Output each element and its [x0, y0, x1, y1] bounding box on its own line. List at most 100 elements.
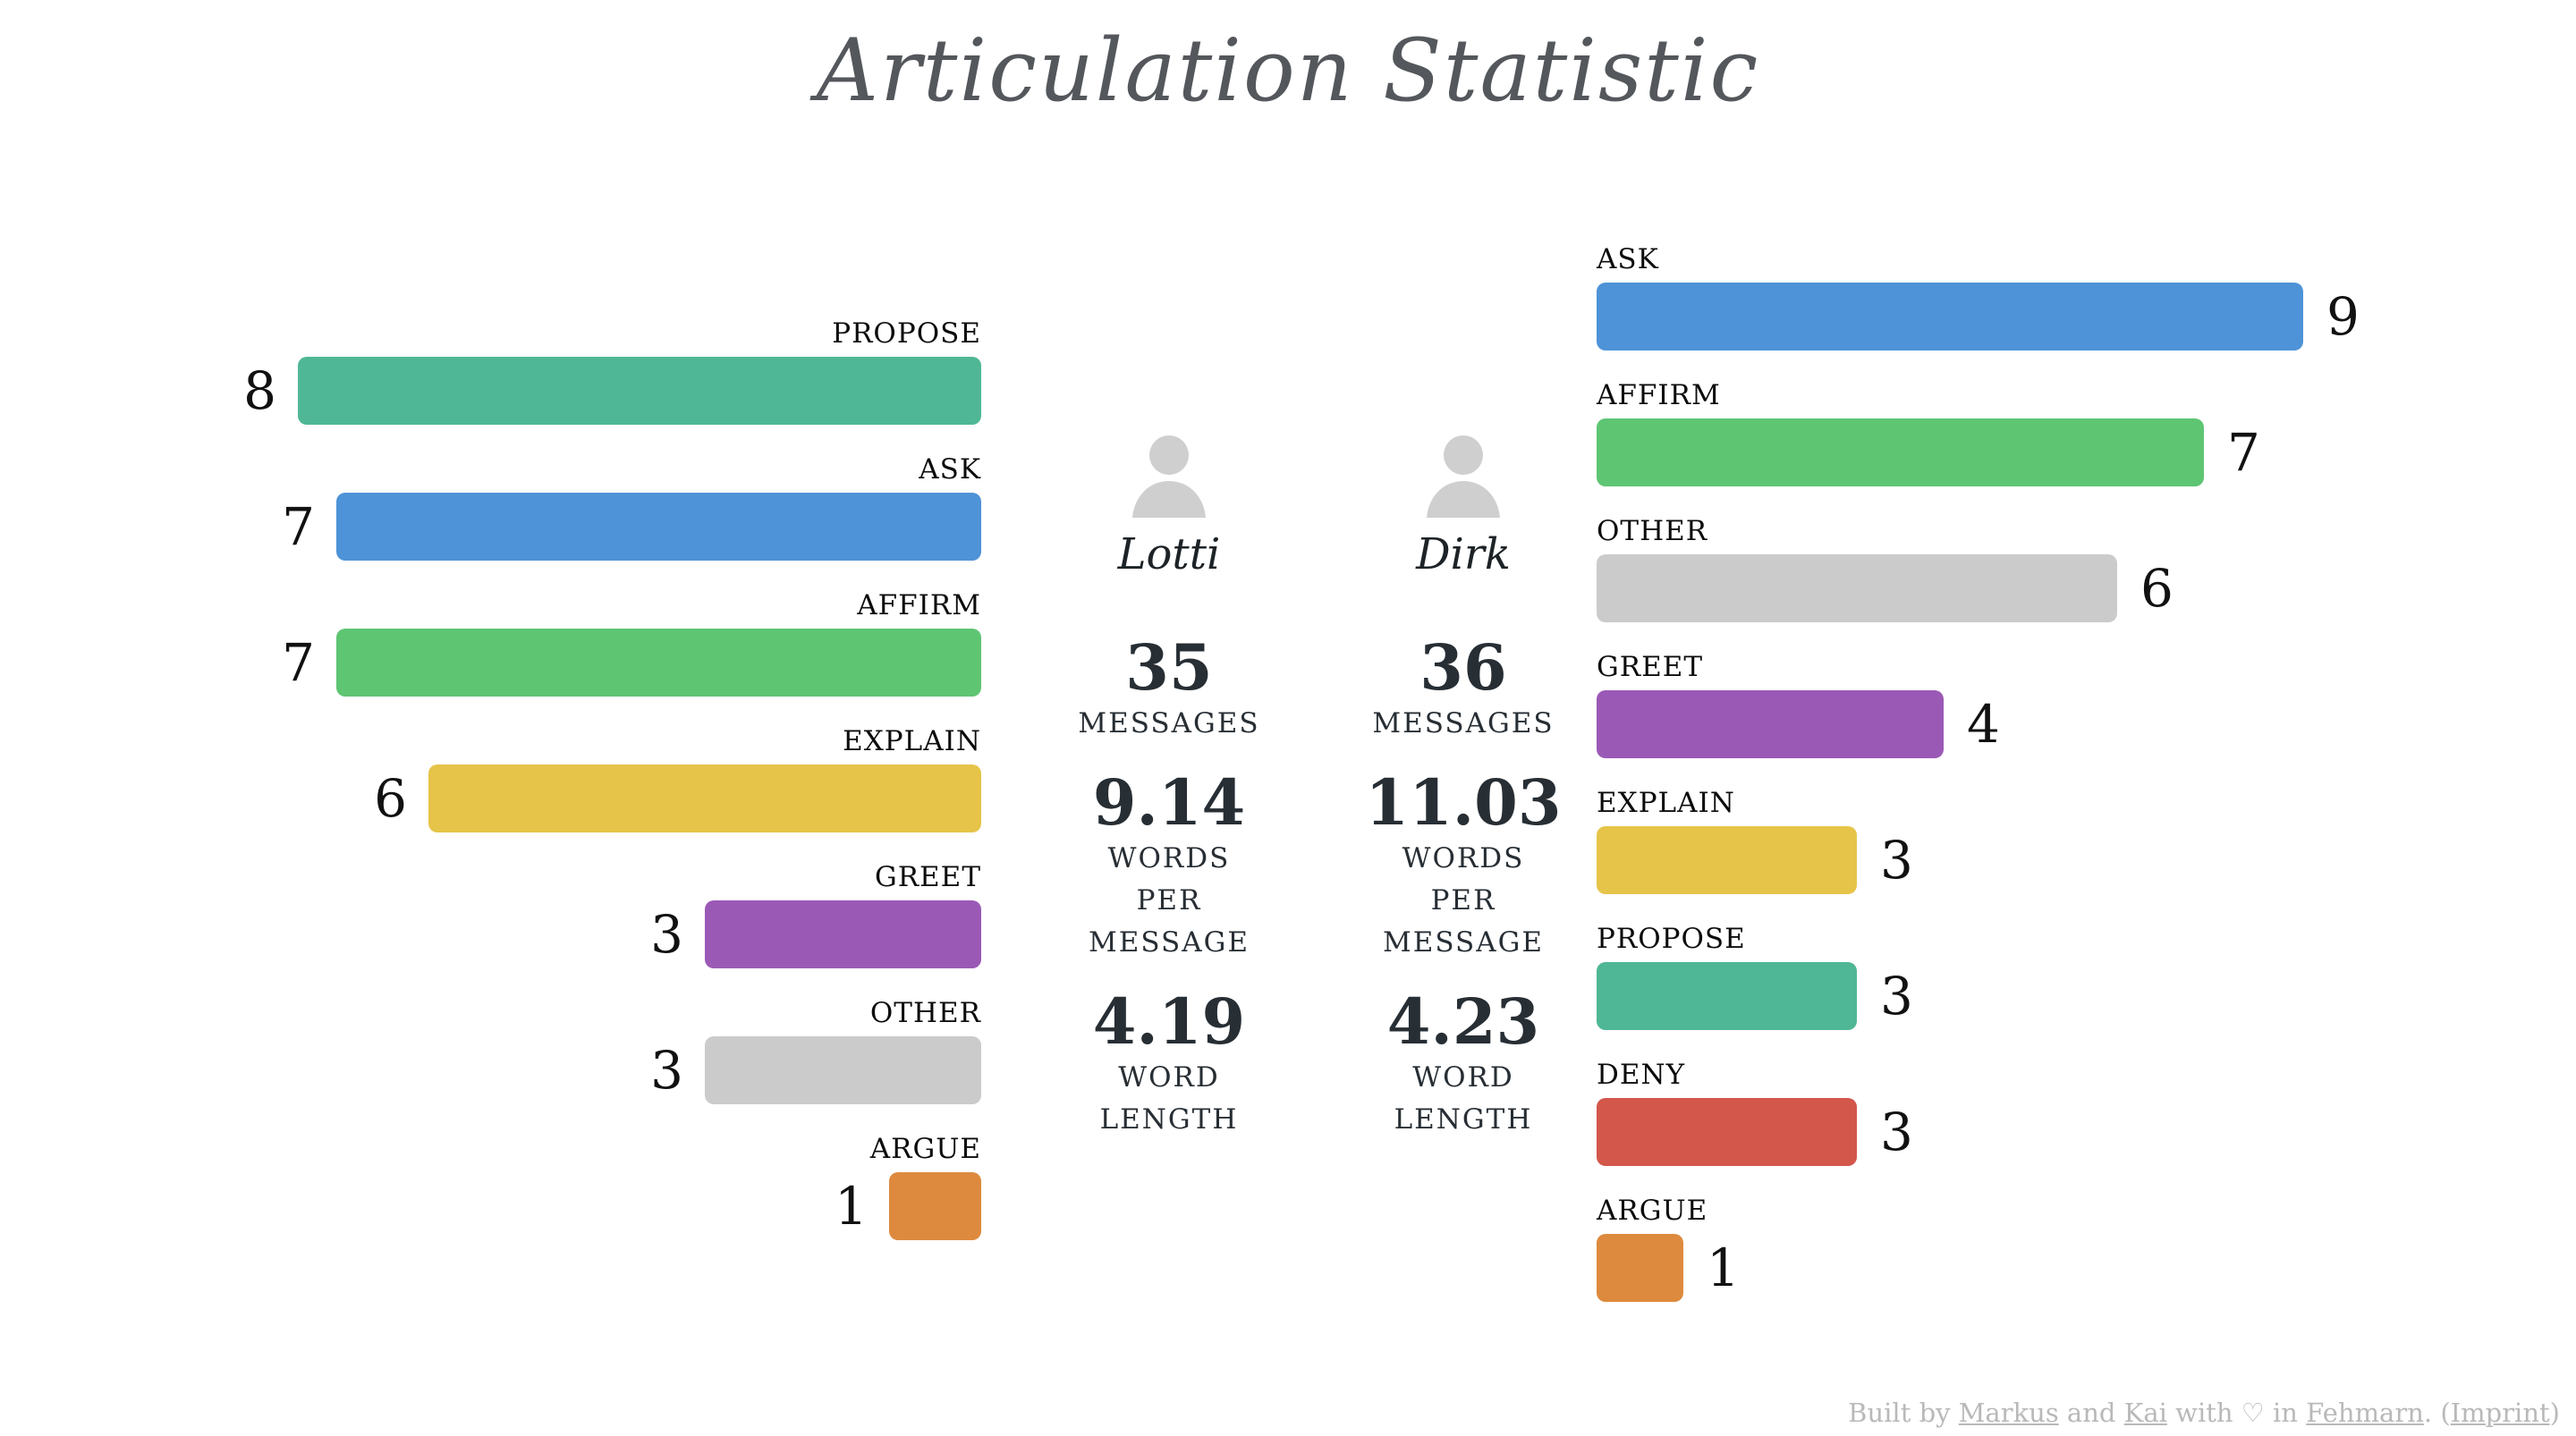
- chart-row: ASK 7: [176, 453, 981, 561]
- person-avatar-icon: [1132, 435, 1206, 518]
- footer-text: Built by: [1848, 1398, 1959, 1428]
- bar-label-affirm: AFFIRM: [1597, 379, 1721, 411]
- chart-row: ASK 9: [1597, 243, 2491, 351]
- bar-line: 7: [1597, 418, 2491, 486]
- footer-link-markus[interactable]: Markus: [1958, 1398, 2059, 1428]
- bar-line: 7: [176, 629, 981, 697]
- bar-value: 3: [650, 904, 683, 965]
- chart-row: GREET 3: [176, 861, 981, 968]
- bar-label-other: OTHER: [1597, 515, 1708, 547]
- bar-value: 6: [2140, 558, 2174, 619]
- bar-line: 3: [1597, 826, 2491, 894]
- bar-value: 7: [282, 496, 315, 557]
- footer-link-imprint[interactable]: Imprint: [2450, 1398, 2550, 1428]
- page-title: Articulation Statistic: [816, 21, 1760, 121]
- bar-other: [1597, 554, 2117, 622]
- bar-label-deny: DENY: [1597, 1059, 1686, 1091]
- stat-value: 11.03: [1365, 765, 1562, 840]
- stat-label-line: WORD: [1118, 1061, 1220, 1094]
- stat-block: 35 MESSAGES: [1017, 633, 1321, 745]
- chart-row: GREET 4: [1597, 651, 2491, 758]
- bar-propose: [1597, 962, 1857, 1030]
- bar-line: 6: [1597, 554, 2491, 622]
- bar-line: 9: [1597, 283, 2491, 351]
- stat-label-line: PER: [1136, 884, 1202, 917]
- lotti-articulation-chart: PROPOSE 8 ASK 7 AFFIRM 7 EXPLAIN 6 GREET 3 OTHER 3 A…: [176, 317, 981, 1269]
- chart-row: PROPOSE 8: [176, 317, 981, 425]
- stat-block: 9.14 WORDS PER MESSAGE: [1017, 768, 1321, 964]
- footer-link-kai[interactable]: Kai: [2123, 1398, 2167, 1428]
- stat-label-line: MESSAGES: [1372, 707, 1555, 739]
- person-avatar-icon: [1427, 435, 1500, 518]
- bar-line: 1: [176, 1172, 981, 1240]
- bar-affirm: [336, 629, 981, 697]
- stat-label-line: MESSAGE: [1088, 926, 1250, 959]
- person-column-dirk: Dirk 36 MESSAGES 11.03 WORDS PER MESSAGE 4.23 W…: [1311, 431, 1615, 1141]
- bar-label-greet: GREET: [874, 861, 981, 893]
- bar-argue: [889, 1172, 981, 1240]
- stat-block: 4.19 WORD LENGTH: [1017, 987, 1321, 1141]
- bar-label-other: OTHER: [869, 997, 981, 1029]
- bar-line: 3: [1597, 962, 2491, 1030]
- footer-link-fehmarn[interactable]: Fehmarn: [2306, 1398, 2424, 1428]
- bar-line: 3: [176, 900, 981, 968]
- chart-row: AFFIRM 7: [1597, 379, 2491, 486]
- bar-value: 8: [243, 360, 276, 421]
- chart-row: DENY 3: [1597, 1059, 2491, 1166]
- stat-block: 4.23 WORD LENGTH: [1311, 987, 1615, 1141]
- chart-row: AFFIRM 7: [176, 589, 981, 697]
- stat-value: 9.14: [1092, 765, 1246, 840]
- bar-line: 4: [1597, 690, 2491, 758]
- bar-explain: [428, 764, 981, 832]
- bar-explain: [1597, 826, 1857, 894]
- stat-label-line: LENGTH: [1099, 1103, 1239, 1136]
- bar-label-affirm: AFFIRM: [857, 589, 981, 621]
- bar-affirm: [1597, 418, 2204, 486]
- bar-value: 1: [1707, 1237, 1740, 1298]
- stat-label-line: WORDS: [1402, 842, 1525, 874]
- chart-row: ARGUE 1: [176, 1133, 981, 1240]
- bar-line: 1: [1597, 1234, 2491, 1302]
- stat-label-line: WORDS: [1107, 842, 1231, 874]
- chart-row: EXPLAIN 3: [1597, 787, 2491, 894]
- bar-value: 3: [1880, 966, 1913, 1026]
- stat-value: 4.19: [1092, 984, 1246, 1059]
- stat-label-line: PER: [1430, 884, 1496, 917]
- bar-value: 3: [1880, 830, 1913, 891]
- bar-other: [705, 1036, 981, 1104]
- bar-deny: [1597, 1098, 1857, 1166]
- chart-row: OTHER 6: [1597, 515, 2491, 622]
- stat-block: 11.03 WORDS PER MESSAGE: [1311, 768, 1615, 964]
- person-stats: 36 MESSAGES 11.03 WORDS PER MESSAGE 4.23 WORD LE…: [1311, 633, 1615, 1141]
- bar-line: 8: [176, 357, 981, 425]
- bar-value: 7: [2227, 422, 2260, 483]
- stat-label-line: MESSAGE: [1382, 926, 1545, 959]
- bar-label-explain: EXPLAIN: [1597, 787, 1735, 819]
- bar-label-propose: PROPOSE: [832, 317, 981, 350]
- footer-text: . (: [2423, 1398, 2451, 1428]
- bar-value: 6: [374, 768, 407, 829]
- footer-text: and: [2058, 1398, 2124, 1428]
- dirk-articulation-chart: ASK 9 AFFIRM 7 OTHER 6 GREET 4 EXPLAIN 3 PROPOSE 3 D…: [1597, 243, 2491, 1330]
- bar-greet: [705, 900, 981, 968]
- bar-label-ask: ASK: [919, 453, 981, 486]
- bar-line: 6: [176, 764, 981, 832]
- chart-row: EXPLAIN 6: [176, 725, 981, 832]
- bar-value: 3: [1880, 1102, 1913, 1162]
- bar-ask: [1597, 283, 2303, 351]
- chart-row: OTHER 3: [176, 997, 981, 1104]
- stat-label-line: MESSAGES: [1078, 707, 1260, 739]
- person-stats: 35 MESSAGES 9.14 WORDS PER MESSAGE 4.19 WORD LEN…: [1017, 633, 1321, 1141]
- stat-value: 4.23: [1386, 984, 1540, 1059]
- bar-ask: [336, 493, 981, 561]
- person-name: Lotti: [1117, 529, 1221, 579]
- stat-label-line: WORD: [1412, 1061, 1514, 1094]
- bar-line: 7: [176, 493, 981, 561]
- bar-label-explain: EXPLAIN: [843, 725, 981, 757]
- stat-label-line: LENGTH: [1394, 1103, 1533, 1136]
- bar-argue: [1597, 1234, 1683, 1302]
- stat-value: 35: [1125, 630, 1213, 705]
- bar-value: 9: [2326, 286, 2360, 347]
- stat-block: 36 MESSAGES: [1311, 633, 1615, 745]
- bar-label-greet: GREET: [1597, 651, 1704, 683]
